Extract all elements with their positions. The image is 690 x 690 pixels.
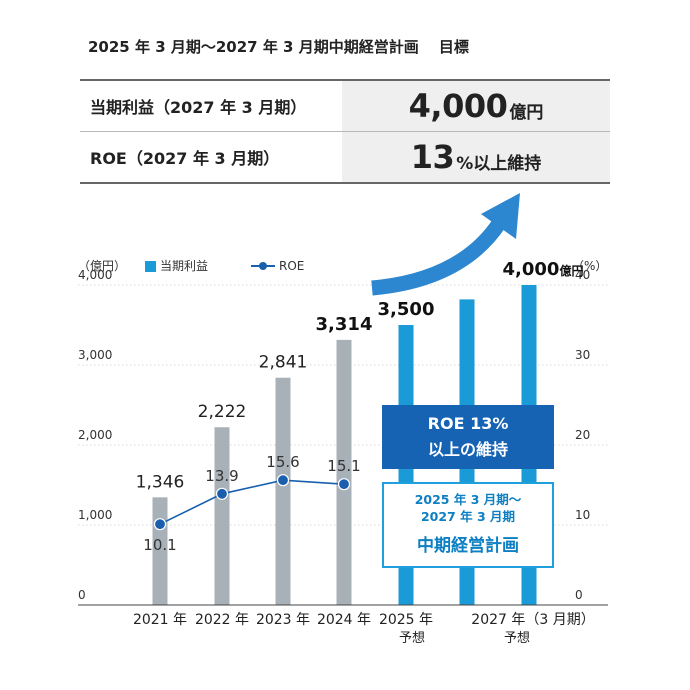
roe-callout-line2: 以上の維持 xyxy=(427,440,508,459)
growth-arrow-icon xyxy=(371,217,507,296)
profit-bar xyxy=(336,339,352,605)
x-tick-label: 2027 年（3 月期） xyxy=(471,612,594,628)
target-unit-roe: %以上維持 xyxy=(456,153,542,174)
profit-value-label: 2,841 xyxy=(259,353,308,373)
roe-value-label: 15.6 xyxy=(266,453,299,471)
y-right-tick-label: 40 xyxy=(575,268,590,282)
profit-value-label: 1,346 xyxy=(136,472,185,492)
legend-profit-swatch xyxy=(145,261,156,272)
profit-value-unit: 億円 xyxy=(559,263,583,278)
target-value-cell-profit: 4,000 億円 xyxy=(342,81,610,131)
x-tick-label: 2021 年 xyxy=(133,612,187,628)
target-unit-profit: 億円 xyxy=(509,102,544,123)
plan-callout-title: 中期経営計画 xyxy=(417,536,519,556)
y-left-axis-label: （億円） xyxy=(78,259,126,273)
plan-callout-line2: 2027 年 3 月期 xyxy=(420,509,516,524)
legend-roe-marker xyxy=(259,262,267,270)
target-value-profit: 4,000 xyxy=(408,87,508,125)
plan-callout-line1: 2025 年 3 月期～ xyxy=(414,492,522,507)
roe-line xyxy=(159,479,345,525)
page-title: 2025 年 3 月期～2027 年 3 月期中期経営計画 目標 xyxy=(88,38,469,56)
x-tick-label: 2025 年 xyxy=(379,612,433,628)
x-tick-label: 2022 年 xyxy=(195,612,249,628)
legend-roe-label: ROE xyxy=(279,259,304,273)
x-tick-sublabel: 予想 xyxy=(399,630,425,646)
growth-arrow-head-icon xyxy=(481,193,520,239)
plan-callout-period: 2025 年 3 月期～ 2027 年 3 月期 xyxy=(384,491,552,525)
roe-value-label: 15.1 xyxy=(327,457,360,475)
roe-point xyxy=(215,487,229,500)
target-value-cell-roe: 13 %以上維持 xyxy=(342,132,610,182)
roe-point xyxy=(276,474,290,487)
roe-callout-line1: ROE 13% xyxy=(427,414,509,433)
y-left-tick-label: 2,000 xyxy=(78,428,112,442)
y-left-tick-label: 3,000 xyxy=(78,348,112,362)
roe-value-label: 10.1 xyxy=(143,536,176,554)
targets-table: 当期利益（2027 年 3 月期） 4,000 億円 ROE（2027 年 3 … xyxy=(80,81,610,184)
roe-point xyxy=(153,518,167,531)
y-left-tick-label: 1,000 xyxy=(78,508,112,522)
y-left-tick-label: 0 xyxy=(78,588,86,602)
target-row-profit: 当期利益（2027 年 3 月期） 4,000 億円 xyxy=(80,81,610,132)
roe-point xyxy=(337,478,351,491)
roe-target-callout: ROE 13% 以上の維持 xyxy=(382,405,554,469)
y-left-tick-label: 4,000 xyxy=(78,268,112,282)
profit-bar xyxy=(275,377,291,605)
x-tick-sublabel: 予想 xyxy=(504,630,530,646)
mid-term-plan-callout: 2025 年 3 月期～ 2027 年 3 月期 中期経営計画 xyxy=(382,482,554,568)
table-top-rule xyxy=(80,79,610,81)
y-right-tick-label: 20 xyxy=(575,428,590,442)
y-right-tick-label: 10 xyxy=(575,508,590,522)
y-right-axis-label: （%） xyxy=(572,259,607,273)
profit-value-label: 2,222 xyxy=(198,402,247,422)
target-row-roe: ROE（2027 年 3 月期） 13 %以上維持 xyxy=(80,132,610,184)
legend-profit-label: 当期利益 xyxy=(160,259,208,273)
x-tick-label: 2024 年 xyxy=(317,612,371,628)
target-label-roe: ROE（2027 年 3 月期） xyxy=(90,149,280,168)
profit-value-label: 4,000億円 xyxy=(503,259,584,280)
x-tick-label: 2023 年 xyxy=(256,612,310,628)
y-right-tick-label: 30 xyxy=(575,348,590,362)
target-label-profit: 当期利益（2027 年 3 月期） xyxy=(90,98,307,117)
profit-bar xyxy=(214,427,230,605)
roe-value-label: 13.9 xyxy=(205,467,238,485)
target-value-roe: 13 xyxy=(410,138,455,176)
profit-value-label: 3,314 xyxy=(316,314,373,335)
profit-value-label: 3,500 xyxy=(378,299,435,320)
y-right-tick-label: 0 xyxy=(575,588,583,602)
